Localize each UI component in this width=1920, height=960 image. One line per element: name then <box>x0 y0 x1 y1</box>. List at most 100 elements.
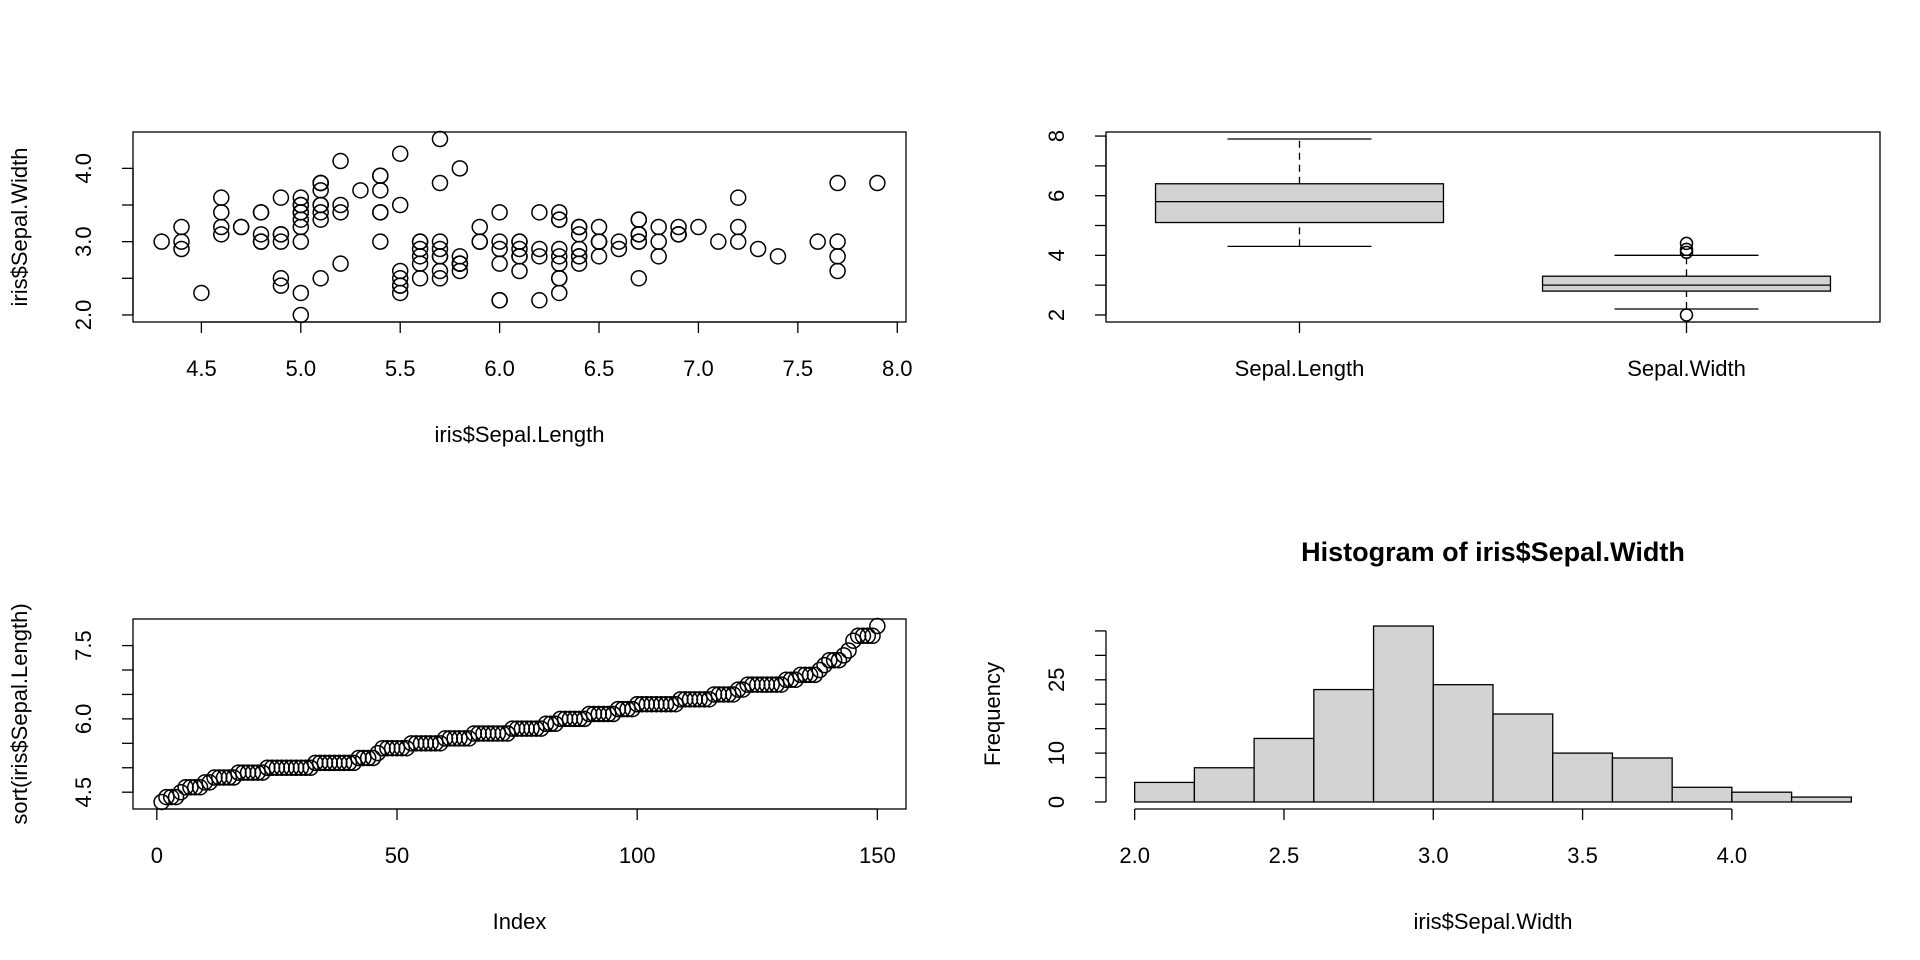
point <box>570 248 588 265</box>
x-tick-label: 7.0 <box>683 356 714 381</box>
point <box>511 262 528 280</box>
point <box>542 715 559 733</box>
point <box>511 233 528 250</box>
point <box>162 788 180 806</box>
point <box>570 218 588 236</box>
x-tick-label: 6.0 <box>484 356 515 381</box>
point <box>600 705 617 723</box>
point <box>662 695 680 713</box>
point <box>411 248 429 265</box>
point <box>252 204 270 221</box>
point <box>292 211 310 228</box>
point <box>773 676 790 693</box>
point <box>252 226 270 243</box>
point <box>670 218 687 236</box>
point <box>345 754 363 772</box>
point <box>734 681 752 698</box>
point <box>431 240 449 258</box>
x-tick-label: 4.0 <box>1717 843 1748 868</box>
point <box>782 671 800 689</box>
y-tick-label: 6 <box>1044 190 1069 202</box>
point <box>806 666 824 684</box>
point <box>787 671 804 689</box>
bar <box>1552 752 1614 803</box>
point <box>292 218 310 236</box>
point <box>359 749 377 767</box>
point <box>729 233 747 250</box>
point <box>491 204 508 221</box>
point <box>312 204 329 221</box>
point <box>657 695 675 713</box>
x-tick-label: 7.5 <box>783 356 814 381</box>
point <box>431 130 449 148</box>
point <box>630 270 648 287</box>
point <box>272 270 290 287</box>
point <box>213 189 230 206</box>
point <box>451 730 468 747</box>
point <box>292 306 310 324</box>
point <box>531 248 548 265</box>
point <box>590 233 608 250</box>
point <box>551 270 568 287</box>
point <box>619 700 636 718</box>
x-tick-label: Sepal.Length <box>1235 356 1365 381</box>
point <box>411 270 429 287</box>
y-tick-label: 4 <box>1044 249 1069 261</box>
point <box>388 739 406 757</box>
x-tick-label: 3.5 <box>1567 843 1598 868</box>
point <box>232 218 250 236</box>
y-tick-label: 4.0 <box>71 153 96 184</box>
point <box>729 681 747 698</box>
point <box>173 240 190 258</box>
x-tick-label: 50 <box>385 843 409 868</box>
point <box>220 769 238 786</box>
point <box>451 255 469 272</box>
point <box>340 754 358 772</box>
point <box>272 277 290 294</box>
bar <box>1492 713 1554 803</box>
point <box>355 749 372 767</box>
outlier <box>1679 236 1694 251</box>
point <box>249 764 266 781</box>
point <box>491 255 508 272</box>
bar <box>1611 757 1673 803</box>
point <box>372 167 389 184</box>
x-tick-label: Sepal.Width <box>1627 356 1746 381</box>
point <box>335 754 353 772</box>
point <box>471 233 488 250</box>
point <box>187 779 204 796</box>
point <box>391 145 409 162</box>
y-tick-label: 10 <box>1044 741 1069 765</box>
point <box>690 218 707 236</box>
point <box>391 262 409 280</box>
point <box>471 218 488 236</box>
point <box>595 705 612 723</box>
point <box>225 769 242 786</box>
point <box>352 182 369 199</box>
point <box>391 196 409 214</box>
point <box>604 705 622 723</box>
point <box>213 226 230 243</box>
point <box>372 233 389 250</box>
point <box>610 240 628 258</box>
point <box>372 182 389 199</box>
point <box>201 774 218 791</box>
outlier <box>1679 308 1694 322</box>
point <box>411 255 429 272</box>
bar <box>1731 791 1793 803</box>
point <box>213 204 230 221</box>
point <box>252 233 270 250</box>
point <box>864 627 881 645</box>
point <box>372 204 389 221</box>
point <box>215 769 233 786</box>
point <box>624 700 641 718</box>
point <box>531 204 548 221</box>
point <box>829 174 846 192</box>
point <box>769 248 787 265</box>
point <box>777 671 795 689</box>
point <box>729 189 747 206</box>
point <box>451 160 469 177</box>
point <box>551 211 568 228</box>
point <box>451 248 469 265</box>
point <box>729 218 747 236</box>
